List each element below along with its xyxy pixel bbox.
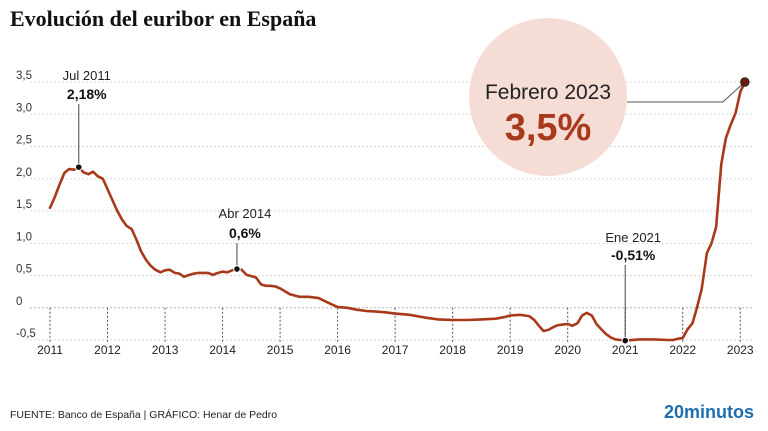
annotation-date: Ene 2021 xyxy=(605,230,661,245)
highlight-label: Febrero 2023 xyxy=(485,81,611,104)
grid-lines xyxy=(30,81,752,341)
y-tick-label: 0 xyxy=(16,296,22,308)
highlight-connector xyxy=(627,81,746,103)
brand-logo[interactable]: 20minutos xyxy=(663,402,754,422)
annotation-date: Abr 2014 xyxy=(219,206,272,221)
y-tick-label: 3,5 xyxy=(16,70,32,82)
x-tick-label: 2012 xyxy=(94,343,121,357)
y-tick-label: 1,0 xyxy=(16,231,32,243)
x-tick-label: 2017 xyxy=(382,343,409,357)
x-tick-label: 2015 xyxy=(267,343,294,357)
annotation-value: 2,18% xyxy=(67,86,107,102)
highlight-marker xyxy=(740,77,750,87)
annotation-markers xyxy=(74,77,750,345)
x-tick-label: 2019 xyxy=(497,343,524,357)
annotation-marker xyxy=(621,336,630,345)
annotation-value: -0,51% xyxy=(611,247,656,263)
annotation-marker xyxy=(74,163,83,171)
y-tick-label: 3,0 xyxy=(16,102,32,114)
x-tick-label: 2011 xyxy=(37,343,63,357)
annotation-guides xyxy=(78,104,626,341)
x-tick-label: 2018 xyxy=(439,343,466,357)
highlight-callout: Febrero 2023 3,5% xyxy=(469,18,746,176)
annotation-labels: Jul 2011 2,18% Abr 2014 0,6% Ene 2021 -0,51% xyxy=(63,68,661,263)
x-tick-label: 2023 xyxy=(727,343,754,357)
y-tick-label: 0,5 xyxy=(16,264,32,276)
annotation-value: 0,6% xyxy=(229,225,261,241)
x-tick-label: 2013 xyxy=(152,343,179,357)
x-tick-label: 2022 xyxy=(669,343,696,357)
source-credit: FUENTE: Banco de España | GRÁFICO: Henar… xyxy=(10,409,278,421)
x-tick-label: 2014 xyxy=(209,343,236,357)
y-tick-label: 2,5 xyxy=(16,135,32,147)
chart-title: Evolución del euribor en España xyxy=(10,6,317,31)
y-tick-label: 2,0 xyxy=(16,167,32,179)
x-tick-label: 2021 xyxy=(612,343,639,357)
euribor-series-line xyxy=(48,80,747,342)
y-tick-label: -0,5 xyxy=(16,328,36,340)
y-tick-label: 1,5 xyxy=(16,199,32,211)
x-tick-label: 2016 xyxy=(324,343,351,357)
highlight-circle xyxy=(469,18,627,176)
y-axis-tick-labels: 3,5 3,0 2,5 2,0 1,5 1,0 0,5 0 -0,5 xyxy=(16,70,36,340)
highlight-value: 3,5% xyxy=(505,107,592,149)
annotation-date: Jul 2011 xyxy=(63,68,111,83)
annotation-marker xyxy=(233,265,241,273)
x-axis-tick-labels: 2011 2012 2013 2014 2015 2016 2017 2018 2019 2020… xyxy=(37,307,754,357)
x-tick-label: 2020 xyxy=(554,343,581,357)
